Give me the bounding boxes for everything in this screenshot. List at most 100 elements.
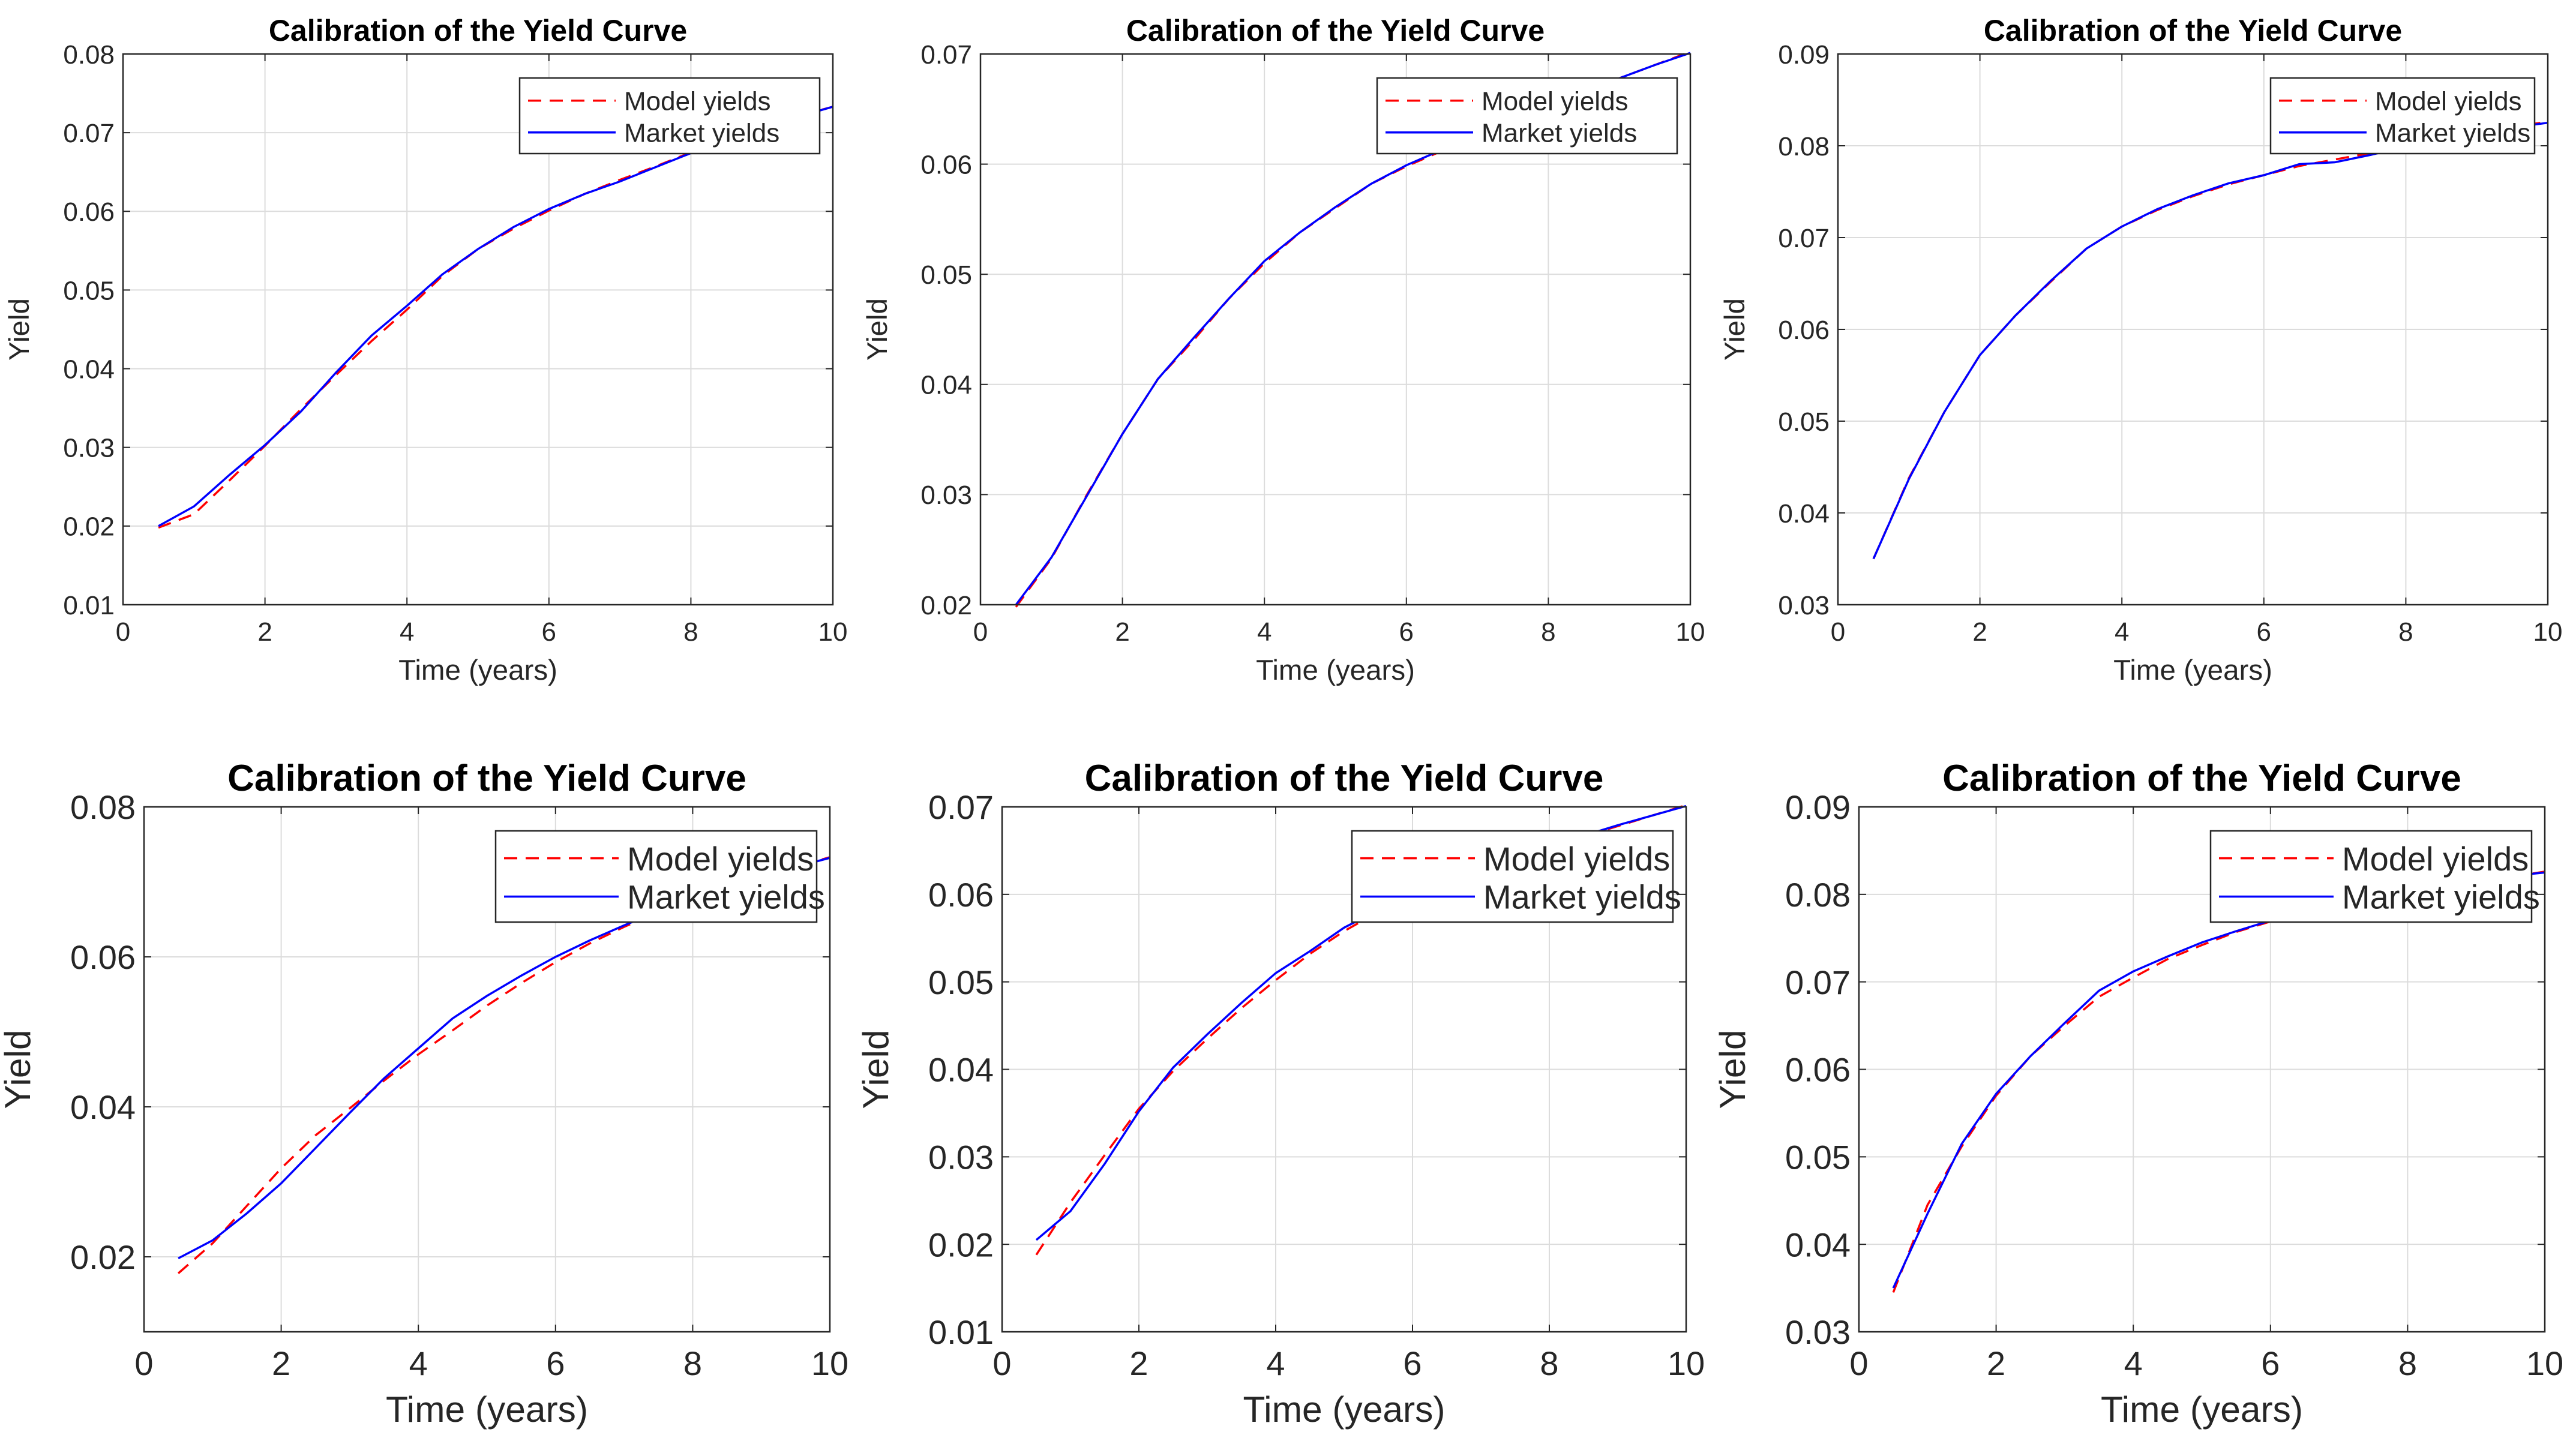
y-tick-label: 0.06 — [1785, 1051, 1851, 1089]
x-tick-label: 10 — [818, 617, 848, 647]
legend-box — [1376, 77, 1678, 155]
legend-entry-label: Model yields — [1483, 840, 1670, 878]
y-tick-label: 0.06 — [1778, 316, 1830, 345]
x-tick-label: 10 — [2533, 617, 2563, 647]
y-tick-label: 0.05 — [1785, 1138, 1851, 1176]
x-tick-label: 10 — [1676, 617, 1705, 647]
yield-curve-chart: 0 2 4 6 8 10 0.01 0.02 0.03 0.04 0.05 0.06 0.07 Calib… — [855, 758, 1705, 1430]
x-axis-label: Time (years) — [386, 1389, 588, 1430]
x-tick-label: 2 — [1987, 1344, 2005, 1382]
x-tick-label: 0 — [1831, 617, 1845, 647]
x-axis-label: Time (years) — [1243, 1389, 1445, 1430]
chart-title: Calibration of the Yield Curve — [227, 758, 746, 799]
x-tick-label: 6 — [546, 1344, 565, 1382]
x-tick-label: 4 — [1257, 617, 1271, 647]
legend-entry-label: Market yields — [1483, 878, 1681, 916]
y-tick-label: 0.08 — [1785, 876, 1851, 914]
yield-curve-chart: 0 2 4 6 8 10 0.02 0.03 0.04 0.05 0.06 0.07 Calibrati… — [862, 14, 1705, 686]
x-tick-label: 8 — [1540, 1344, 1558, 1382]
x-tick-label: 0 — [134, 1344, 153, 1382]
x-tick-label: 6 — [2257, 617, 2271, 647]
x-tick-label: 8 — [1541, 617, 1555, 647]
y-tick-label: 0.07 — [1778, 224, 1830, 253]
x-tick-label: 8 — [2398, 617, 2413, 647]
y-tick-label: 0.02 — [70, 1238, 136, 1276]
legend-box — [2269, 77, 2536, 155]
axes-box — [122, 53, 834, 606]
x-tick-label: 0 — [992, 1344, 1011, 1382]
y-tick-label: 0.02 — [928, 1226, 994, 1263]
yield-curve-chart: 0 2 4 6 8 10 0.03 0.04 0.05 0.06 0.07 0.08 0.09 Calib… — [1712, 758, 2563, 1430]
y-tick-label: 0.04 — [63, 355, 115, 384]
y-tick-label: 0.03 — [1778, 591, 1830, 620]
legend-box — [494, 830, 818, 923]
y-tick-label: 0.08 — [70, 788, 136, 826]
y-tick-label: 0.08 — [63, 40, 115, 70]
x-tick-label: 8 — [683, 617, 698, 647]
y-tick-label: 0.03 — [63, 434, 115, 463]
yield-curve-chart: 0 2 4 6 8 10 0.01 0.02 0.03 0.04 0.05 0.06 0.07 0.08 C… — [4, 14, 847, 686]
legend-entry-label: Market yields — [2342, 878, 2540, 916]
legend-entry-label: Model yields — [627, 840, 814, 878]
chart-title: Calibration of the Yield Curve — [1942, 758, 2461, 799]
x-axis-label: Time (years) — [2113, 655, 2272, 686]
legend-entry-label: Model yields — [2342, 840, 2529, 878]
legend-entry-label: Market yields — [624, 119, 779, 148]
x-axis-label: Time (years) — [398, 655, 557, 686]
x-tick-label: 2 — [1972, 617, 1987, 647]
axes-box — [979, 53, 1692, 606]
y-axis-label: Yield — [1719, 298, 1751, 361]
y-tick-label: 0.07 — [928, 788, 994, 826]
y-tick-label: 0.03 — [928, 1138, 994, 1176]
x-tick-label: 8 — [683, 1344, 702, 1382]
x-tick-label: 4 — [2124, 1344, 2143, 1382]
legend-entry-label: Model yields — [1482, 87, 1629, 116]
axes-box — [143, 806, 831, 1333]
y-tick-label: 0.01 — [928, 1313, 994, 1351]
y-tick-label: 0.05 — [1778, 407, 1830, 437]
y-tick-label: 0.04 — [928, 1051, 994, 1089]
y-tick-label: 0.03 — [1785, 1313, 1851, 1351]
y-tick-label: 0.02 — [63, 512, 115, 542]
y-tick-label: 0.06 — [928, 876, 994, 914]
x-tick-label: 6 — [1399, 617, 1414, 647]
legend-box — [1351, 830, 1674, 923]
y-axis-label: Yield — [855, 1029, 896, 1109]
x-tick-label: 0 — [116, 617, 130, 647]
x-tick-label: 8 — [2398, 1344, 2417, 1382]
y-tick-label: 0.05 — [928, 963, 994, 1001]
y-axis-label: Yield — [0, 1029, 38, 1109]
y-tick-label: 0.04 — [70, 1088, 136, 1126]
y-tick-label: 0.07 — [63, 119, 115, 148]
chart-title: Calibration of the Yield Curve — [1126, 14, 1545, 47]
y-tick-label: 0.05 — [920, 260, 972, 290]
legend-entry-label: Market yields — [627, 878, 825, 916]
x-tick-label: 2 — [257, 617, 272, 647]
x-tick-label: 2 — [272, 1344, 290, 1382]
y-tick-label: 0.06 — [70, 938, 136, 976]
legend-entry-label: Model yields — [2375, 87, 2522, 116]
x-tick-label: 0 — [1849, 1344, 1868, 1382]
y-axis-label: Yield — [1712, 1029, 1753, 1109]
y-tick-label: 0.05 — [63, 276, 115, 305]
x-tick-label: 4 — [2115, 617, 2129, 647]
x-tick-label: 4 — [409, 1344, 428, 1382]
y-tick-label: 0.07 — [920, 40, 972, 70]
legend-box — [2209, 830, 2533, 923]
y-tick-label: 0.09 — [1778, 40, 1830, 70]
x-tick-label: 2 — [1129, 1344, 1148, 1382]
chart-title: Calibration of the Yield Curve — [1085, 758, 1604, 799]
x-tick-label: 4 — [1266, 1344, 1285, 1382]
x-tick-label: 6 — [542, 617, 556, 647]
x-axis-label: Time (years) — [2101, 1389, 2303, 1430]
x-axis-label: Time (years) — [1256, 655, 1415, 686]
legend-box — [518, 77, 821, 155]
yield-curve-chart: 0 2 4 6 8 10 0.03 0.04 0.05 0.06 0.07 0.08 0.09 Calib… — [1719, 14, 2562, 686]
y-axis-label: Yield — [4, 298, 35, 361]
